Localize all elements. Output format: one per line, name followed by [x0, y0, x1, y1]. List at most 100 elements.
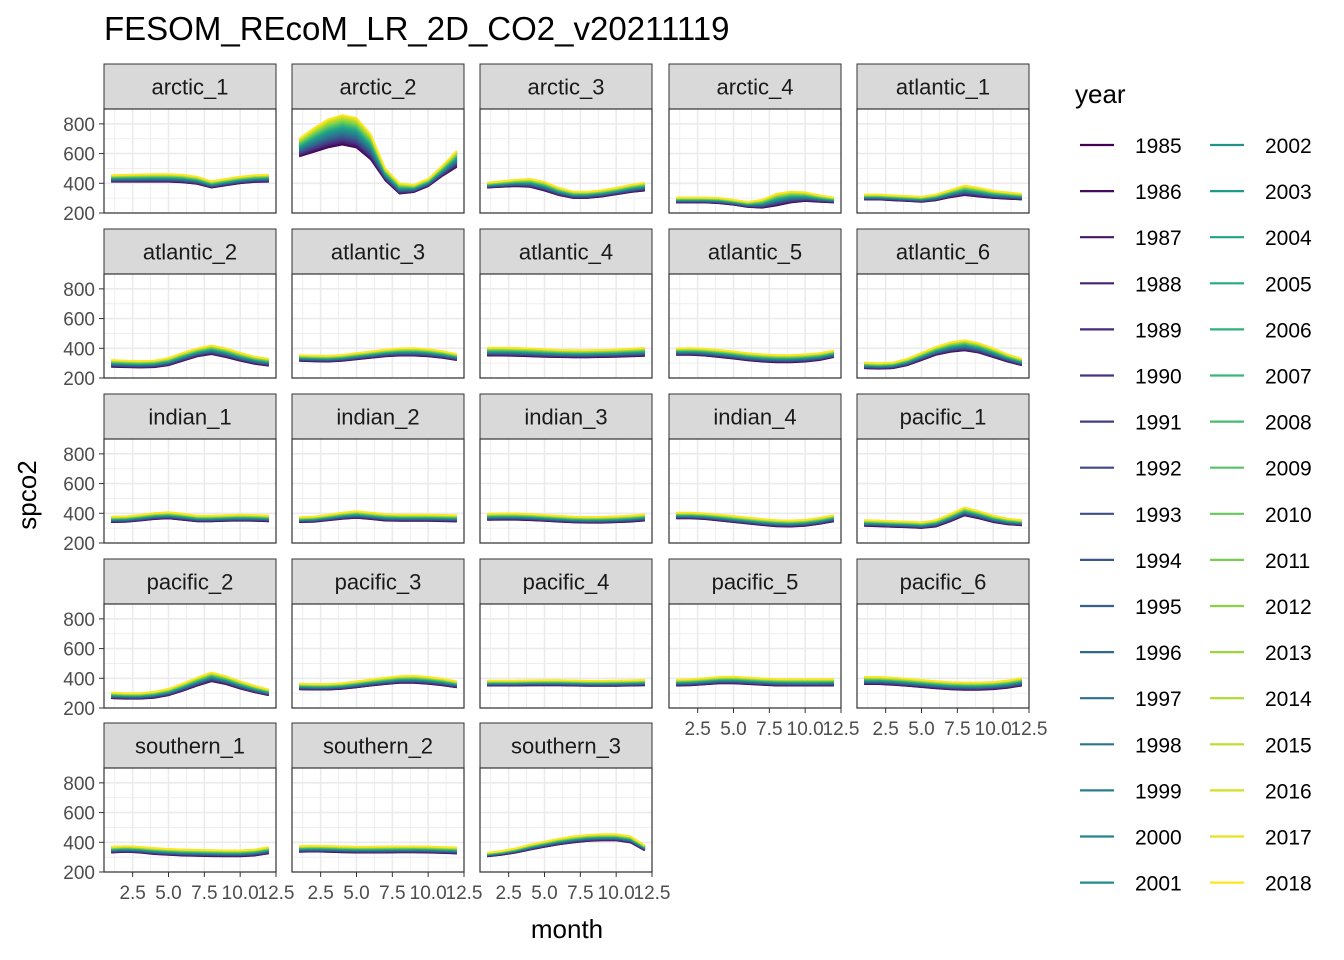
- facet-panel: pacific_5 2.5 5.0 7.5 10.012.5: [668, 558, 859, 740]
- x-tick-label: 10.0: [410, 883, 447, 904]
- series-line-2018: [298, 114, 458, 186]
- panel-border: [291, 438, 465, 544]
- facet-strip: [479, 558, 653, 605]
- facet-panel: indian_4: [668, 393, 842, 544]
- legend-label: 2018: [1265, 873, 1312, 896]
- y-tick-label: 600: [63, 475, 95, 496]
- facet-strip: [479, 63, 653, 110]
- panel-border: [856, 603, 1030, 709]
- y-tick-label: 600: [63, 145, 95, 166]
- legend-item-2016: 2016: [1210, 780, 1312, 803]
- legend: year 1985 1986 1987 1988 1989 1990 1991 1992 199…: [1075, 79, 1312, 896]
- legend-item-2017: 2017: [1210, 827, 1312, 850]
- facet-strip: [291, 722, 465, 769]
- legend-label: 2005: [1265, 273, 1312, 296]
- facet-label: arctic_2: [339, 75, 416, 100]
- x-tick-label: 2.5: [307, 883, 333, 904]
- facet-strip: [856, 393, 1030, 440]
- series-line-2018: [299, 844, 457, 849]
- legend-item-2003: 2003: [1210, 181, 1312, 204]
- x-tick-label: 2.5: [495, 883, 521, 904]
- panel-border: [479, 603, 653, 709]
- legend-label: 2003: [1265, 181, 1312, 204]
- series-line-2018: [864, 676, 1022, 684]
- y-tick-label: 800: [63, 774, 95, 795]
- panel-border: [856, 438, 1030, 544]
- x-tick-label: 12.5: [258, 883, 295, 904]
- y-tick-label: 200: [63, 369, 95, 390]
- legend-item-2005: 2005: [1210, 273, 1312, 296]
- facet-label: arctic_4: [716, 75, 793, 100]
- y-tick-label: 400: [63, 833, 95, 854]
- legend-item-2009: 2009: [1210, 458, 1312, 481]
- facet-panel: arctic_4: [668, 63, 842, 214]
- legend-label: 1987: [1135, 227, 1182, 250]
- x-axis-title: month: [531, 914, 603, 944]
- series-line-2018: [299, 674, 457, 685]
- facet-label: indian_3: [524, 405, 607, 430]
- facet-panel: pacific_6 2.5 5.0 7.5 10.012.5: [856, 558, 1048, 740]
- facet-strip: [479, 228, 653, 275]
- legend-label: 1988: [1135, 273, 1182, 296]
- panel-border: [103, 273, 277, 379]
- legend-item-2018: 2018: [1210, 873, 1312, 896]
- facet-panel: atlantic_6: [856, 228, 1030, 379]
- x-tick-label: 7.5: [567, 883, 593, 904]
- legend-label: 2012: [1265, 596, 1312, 619]
- series-line-2018: [299, 347, 457, 357]
- facet-panel: atlantic_5: [668, 228, 842, 379]
- legend-label: 2000: [1135, 827, 1182, 850]
- y-tick-label: 400: [63, 339, 95, 360]
- legend-item-2007: 2007: [1210, 366, 1312, 389]
- facet-label: atlantic_4: [519, 240, 613, 265]
- facet-label: arctic_1: [151, 75, 228, 100]
- panel-border: [479, 273, 653, 379]
- legend-item-1997: 1997: [1080, 688, 1182, 711]
- legend-label: 1986: [1135, 181, 1182, 204]
- x-tick-label: 12.5: [634, 883, 671, 904]
- y-tick-label: 800: [63, 280, 95, 301]
- facet-panel: indian_3: [479, 393, 653, 544]
- series-line-2018: [111, 671, 270, 694]
- x-tick-label: 5.0: [155, 883, 181, 904]
- series-line-2018: [487, 833, 646, 854]
- facet-strip: [103, 63, 277, 110]
- legend-item-1991: 1991: [1080, 412, 1182, 435]
- series-line-2018: [111, 344, 269, 362]
- x-tick-label: 2.5: [872, 719, 898, 740]
- y-tick-label: 600: [63, 310, 95, 331]
- facet-label: indian_2: [336, 405, 419, 430]
- legend-label: 1985: [1135, 135, 1182, 158]
- facet-label: atlantic_5: [708, 240, 802, 265]
- panel-border: [479, 438, 653, 544]
- series-line-2018: [676, 347, 834, 356]
- legend-item-2006: 2006: [1210, 319, 1312, 342]
- facet-strip: [291, 63, 465, 110]
- legend-item-1986: 1986: [1080, 181, 1182, 204]
- panel-border: [668, 273, 842, 379]
- y-tick-label: 400: [63, 504, 95, 525]
- facet-label: pacific_4: [523, 570, 610, 595]
- facet-label: pacific_5: [712, 570, 799, 595]
- legend-item-2012: 2012: [1210, 596, 1312, 619]
- facet-label: atlantic_1: [896, 75, 990, 100]
- facet-strip: [668, 228, 842, 275]
- y-tick-label: 200: [63, 863, 95, 884]
- series-line-2018: [676, 190, 834, 203]
- x-tick-label: 7.5: [379, 883, 405, 904]
- facet-strip: [291, 558, 465, 605]
- series-line-2018: [864, 339, 1023, 364]
- y-tick-label: 800: [63, 445, 95, 466]
- series-line-2018: [676, 675, 834, 681]
- x-tick-label: 12.5: [1011, 719, 1048, 740]
- y-tick-label: 600: [63, 804, 95, 825]
- legend-label: 1990: [1135, 366, 1182, 389]
- facet-panel: southern_1 200 400 600 800 2.5 5.0 7.5 10.012.5: [63, 722, 295, 904]
- series-line-2018: [487, 177, 645, 193]
- panel-border: [103, 603, 277, 709]
- x-tick-label: 5.0: [720, 719, 746, 740]
- facet-label: pacific_1: [900, 405, 987, 430]
- legend-label: 2004: [1265, 227, 1312, 250]
- legend-label: 2008: [1265, 412, 1312, 435]
